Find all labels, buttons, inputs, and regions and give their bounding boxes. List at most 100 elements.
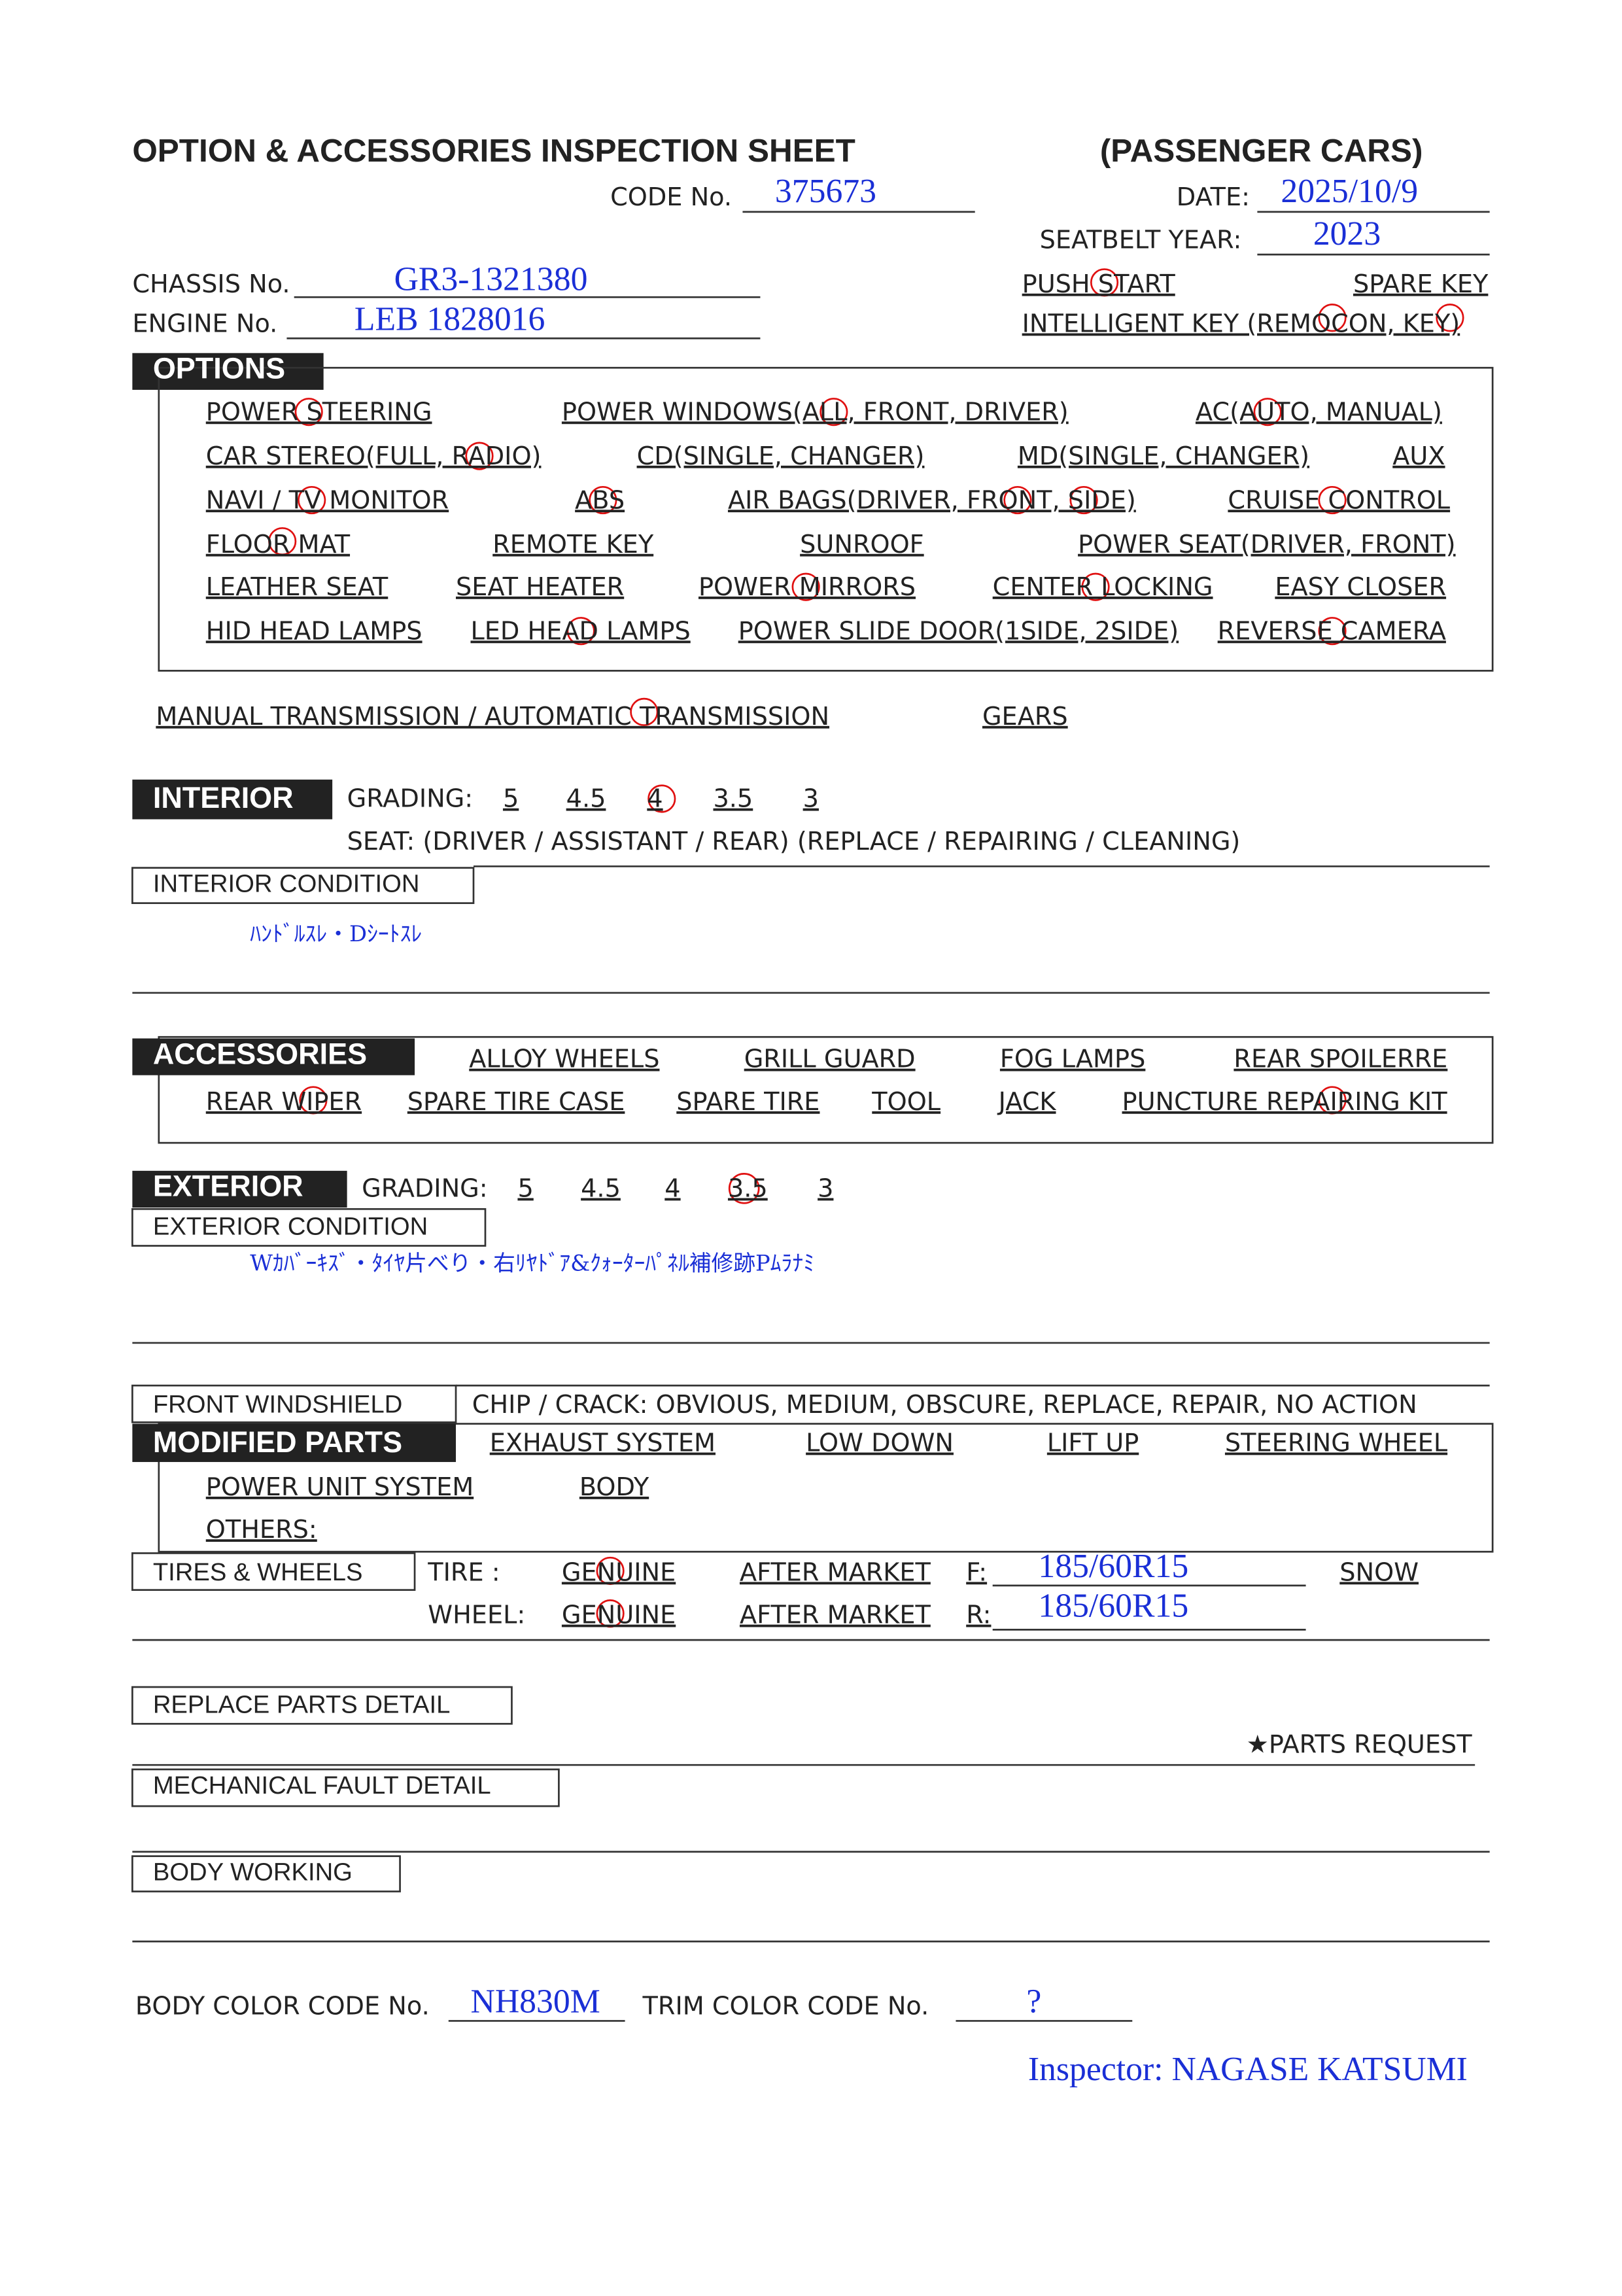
label: WHEEL: <box>428 1601 525 1630</box>
grade: 3.5 <box>728 1175 768 1204</box>
label: GRADING: <box>362 1175 488 1204</box>
label: ENGINE No. <box>132 310 277 339</box>
option: EASY CLOSER <box>1275 573 1446 602</box>
option: REVERSE CAMERA <box>1218 617 1446 646</box>
label: TIRE : <box>427 1558 500 1587</box>
label: GRADING: <box>347 785 474 814</box>
option: NAVI / TV MONITOR <box>206 486 449 515</box>
label: SNOW <box>1339 1558 1419 1587</box>
grade: 4 <box>664 1175 680 1204</box>
label: ★PARTS REQUEST <box>1247 1730 1473 1759</box>
label: GENUINE <box>562 1601 676 1630</box>
option: AIR BAGS(DRIVER, FRONT, SIDE) <box>728 486 1136 515</box>
grade: 4 <box>647 785 663 814</box>
label: TIRES & WHEELS <box>153 1558 363 1586</box>
trim-color: ? <box>1026 1983 1041 2021</box>
section-title: OPTIONS <box>153 352 285 385</box>
option: AUX <box>1392 442 1445 471</box>
modified-part: EXHAUST SYSTEM <box>490 1429 716 1458</box>
code: 375673 <box>775 173 876 210</box>
label: SEAT: (DRIVER / ASSISTANT / REAR) (REPLA… <box>347 827 1241 856</box>
selection-circles <box>268 268 1464 1628</box>
label: INTELLIGENT KEY (REMOCON, KEY) <box>1022 310 1460 339</box>
label: CHIP / CRACK: OBVIOUS, MEDIUM, OBSCURE, … <box>472 1391 1417 1419</box>
label: BODY COLOR CODE No. <box>135 1992 430 2021</box>
grade: 3 <box>818 1175 833 1204</box>
label: CHASSIS No. <box>132 270 290 299</box>
section-title: INTERIOR <box>153 781 294 814</box>
grade: 4.5 <box>566 785 606 814</box>
option: CD(SINGLE, CHANGER) <box>637 442 925 471</box>
option: POWER SLIDE DOOR(1SIDE, 2SIDE) <box>738 617 1179 646</box>
label: F: <box>966 1558 987 1587</box>
modified-part: POWER UNIT SYSTEM <box>206 1473 474 1502</box>
label: BODY WORKING <box>153 1858 353 1887</box>
label: AFTER MARKET <box>740 1558 931 1587</box>
option: POWER SEAT(DRIVER, FRONT) <box>1078 531 1455 559</box>
modified-part: LOW DOWN <box>806 1429 954 1458</box>
section-title: EXTERIOR <box>153 1170 303 1203</box>
option: REMOTE KEY <box>492 531 654 559</box>
label: PUSH START <box>1022 270 1176 299</box>
lines <box>131 211 1494 2022</box>
label: EXTERIOR CONDITION <box>153 1213 428 1241</box>
condition: Wｶﾊﾞｰｷｽﾞ・ﾀｲﾔ片べり・右ﾘﾔﾄﾞｱ&ｸｫｰﾀｰﾊﾟﾈﾙ補修跡Pﾑﾗﾅﾐ <box>250 1251 814 1276</box>
condition: ﾊﾝﾄﾞﾙｽﾚ・Dｼｰﾄｽﾚ <box>250 921 422 947</box>
chassis: GR3-1321380 <box>394 261 588 298</box>
accessory: TOOL <box>871 1088 941 1117</box>
label: DATE: <box>1177 183 1250 212</box>
accessory: FOG LAMPS <box>1000 1045 1145 1074</box>
accessory: JACK <box>997 1088 1057 1117</box>
option: POWER STEERING <box>206 398 432 426</box>
section-title: MODIFIED PARTS <box>153 1425 402 1459</box>
title: OPTION & ACCESSORIES INSPECTION SHEET <box>132 133 855 169</box>
subtitle: (PASSENGER CARS) <box>1100 133 1423 169</box>
tire-size: 185/60R15 <box>1038 1548 1188 1585</box>
label: MANUAL TRANSMISSION / AUTOMATIC TRANSMIS… <box>156 703 829 731</box>
label: GENUINE <box>562 1558 676 1587</box>
label: CODE No. <box>610 183 732 212</box>
option: POWER MIRRORS <box>699 573 916 602</box>
engine: LEB 1828016 <box>354 300 545 338</box>
label: FRONT WINDSHIELD <box>153 1391 403 1419</box>
option: CAR STEREO(FULL, RADIO) <box>206 442 542 471</box>
option: ABS <box>575 486 625 515</box>
grade: 5 <box>517 1175 533 1204</box>
option: LEATHER SEAT <box>206 573 388 602</box>
accessory: REAR SPOILERRE <box>1234 1045 1447 1074</box>
option: CENTER LOCKING <box>993 573 1213 602</box>
option: HID HEAD LAMPS <box>206 617 423 646</box>
accessory: PUNCTURE REPAIRING KIT <box>1122 1088 1448 1117</box>
section-title: ACCESSORIES <box>153 1037 367 1070</box>
grade: 3 <box>803 785 819 814</box>
grade: 4.5 <box>581 1175 621 1204</box>
option: POWER WINDOWS(ALL, FRONT, DRIVER) <box>562 398 1069 426</box>
label: INTERIOR CONDITION <box>153 870 420 898</box>
modified-part: BODY <box>579 1473 649 1502</box>
label: AFTER MARKET <box>740 1601 931 1630</box>
option: LED HEAD LAMPS <box>470 617 690 646</box>
inspector: Inspector: NAGASE KATSUMI <box>1028 2051 1468 2088</box>
label: MECHANICAL FAULT DETAIL <box>153 1771 491 1800</box>
accessory: ALLOY WHEELS <box>469 1045 659 1074</box>
option: SUNROOF <box>800 531 924 559</box>
date: 2025/10/9 <box>1281 173 1418 210</box>
tire-size: 185/60R15 <box>1038 1588 1188 1625</box>
option: SEAT HEATER <box>456 573 624 602</box>
accessory: GRILL GUARD <box>744 1045 916 1074</box>
accessory: SPARE TIRE <box>676 1088 820 1117</box>
accessory: SPARE TIRE CASE <box>407 1088 625 1117</box>
seatbelt-year: 2023 <box>1313 215 1381 252</box>
label: TRIM COLOR CODE No. <box>642 1992 929 2021</box>
option: AC(AUTO, MANUAL) <box>1196 398 1442 426</box>
label: GEARS <box>982 703 1068 731</box>
label: R: <box>966 1601 991 1630</box>
option: CRUISE CONTROL <box>1228 486 1450 515</box>
modified-part: LIFT UP <box>1047 1429 1139 1458</box>
label: SPARE KEY <box>1353 270 1489 299</box>
label: REPLACE PARTS DETAIL <box>153 1690 451 1718</box>
label: OTHERS: <box>206 1516 317 1544</box>
accessory: REAR WIPER <box>206 1088 362 1117</box>
label: SEATBELT YEAR: <box>1040 226 1242 254</box>
